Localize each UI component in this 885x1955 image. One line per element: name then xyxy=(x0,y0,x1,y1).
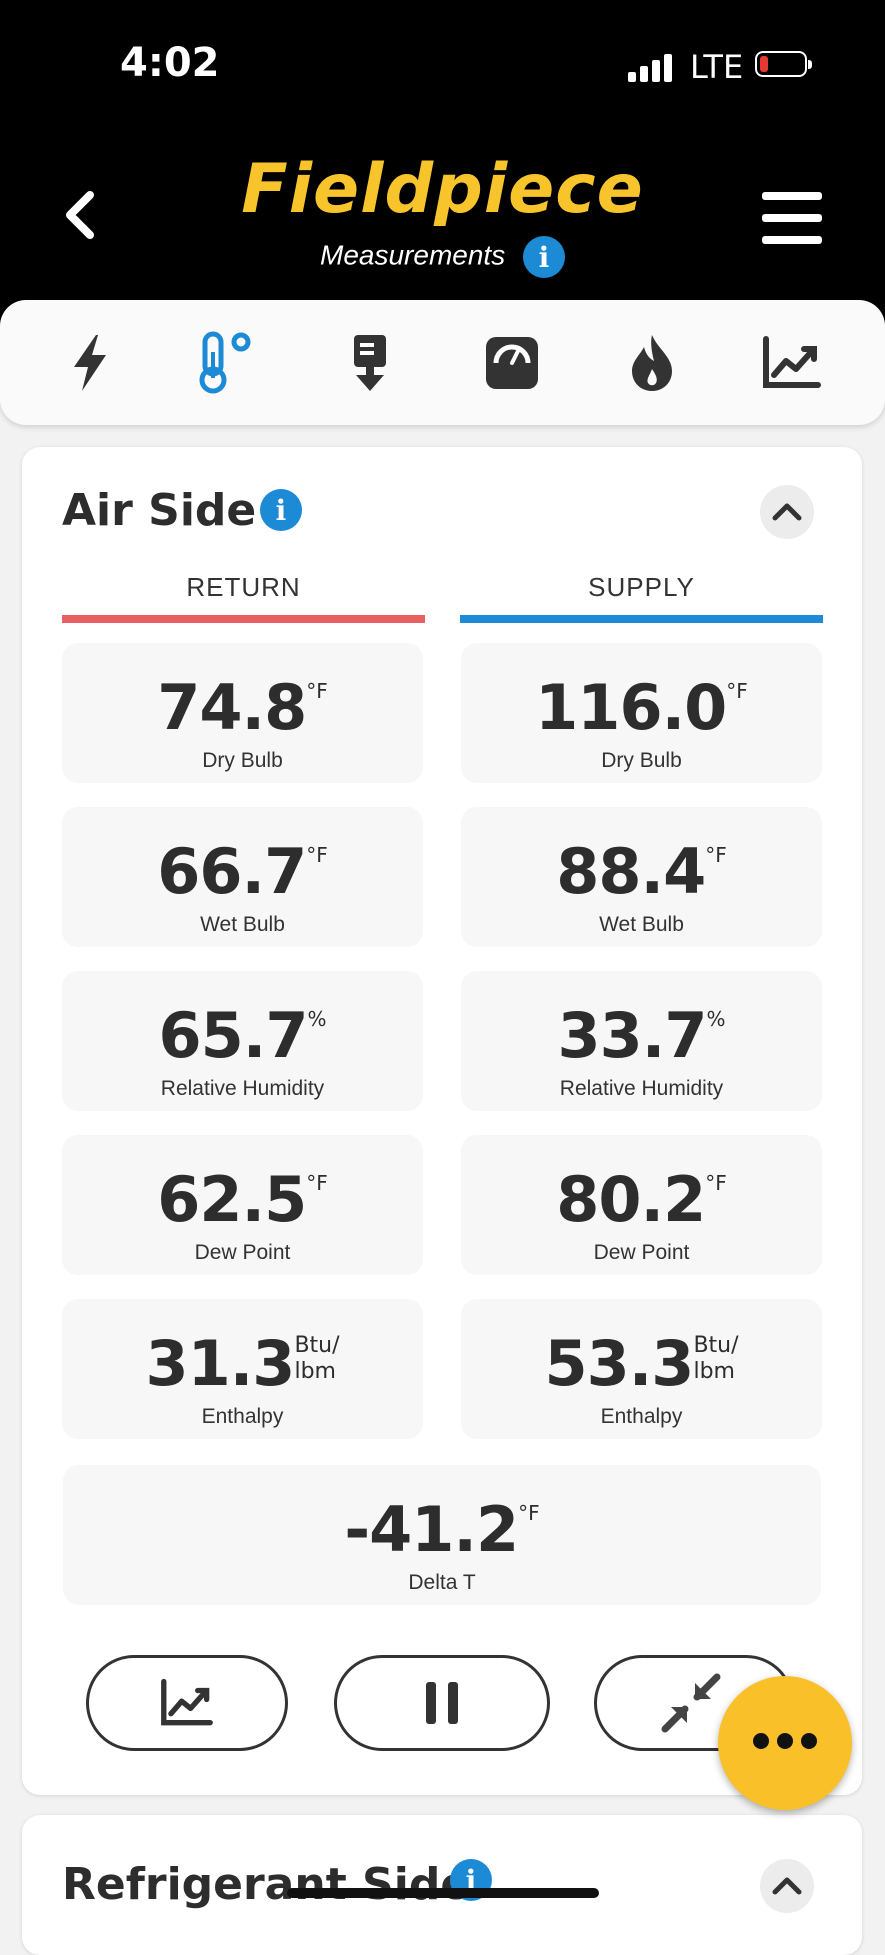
supply-wet-bulb-tile[interactable]: 88.4°F Wet Bulb xyxy=(461,807,822,947)
air-filter-down-icon xyxy=(354,335,386,391)
reading-value: -41.2°F xyxy=(344,1493,540,1566)
reading-label: Dry Bulb xyxy=(601,749,682,772)
tab-temperature[interactable] xyxy=(195,328,265,398)
trend-chart-icon xyxy=(763,336,821,388)
info-glyph: i xyxy=(538,240,550,274)
lightning-bolt-icon xyxy=(74,335,106,391)
supply-dry-bulb-tile[interactable]: 116.0°F Dry Bulb xyxy=(461,643,822,783)
info-glyph: i xyxy=(275,493,287,527)
reading-label: Enthalpy xyxy=(600,1405,683,1428)
supply-enthalpy-tile[interactable]: 53.3Btu/lbm Enthalpy xyxy=(461,1299,822,1439)
refrigerant-side-card: Refrigerant Side i xyxy=(22,1815,862,1955)
back-button[interactable] xyxy=(60,190,100,240)
tab-airflow[interactable] xyxy=(335,328,405,398)
reading-value: 62.5°F xyxy=(157,1163,328,1236)
tab-trends[interactable] xyxy=(757,328,827,398)
tab-pressure[interactable] xyxy=(477,328,547,398)
refrigerant-collapse-button[interactable] xyxy=(760,1859,814,1913)
air-side-card: Air Side i RETURN SUPPLY 74.8°F Dry Bulb… xyxy=(22,447,862,1795)
return-wet-bulb-tile[interactable]: 66.7°F Wet Bulb xyxy=(62,807,423,947)
pause-icon xyxy=(426,1682,458,1724)
chevron-left-icon xyxy=(66,191,94,239)
more-dots-icon xyxy=(749,1732,821,1754)
return-underline xyxy=(62,615,425,623)
reading-label: Wet Bulb xyxy=(599,913,684,936)
supply-dew-point-tile[interactable]: 80.2°F Dew Point xyxy=(461,1135,822,1275)
tab-combustion[interactable] xyxy=(617,328,687,398)
network-label: LTE xyxy=(690,48,744,86)
return-dry-bulb-tile[interactable]: 74.8°F Dry Bulb xyxy=(62,643,423,783)
info-icon[interactable]: i xyxy=(522,236,565,278)
reading-value: 31.3Btu/lbm xyxy=(145,1327,340,1400)
flame-icon xyxy=(632,335,672,391)
reading-label: Dew Point xyxy=(593,1241,690,1264)
supply-header: SUPPLY xyxy=(588,572,695,602)
page-subtitle-text: Measurements xyxy=(320,239,506,271)
reading-label: Relative Humidity xyxy=(559,1077,724,1100)
reading-label: Dry Bulb xyxy=(202,749,283,772)
category-tabs xyxy=(0,300,885,425)
reading-value: 66.7°F xyxy=(157,835,328,908)
reading-label: Delta T xyxy=(408,1571,476,1594)
return-header: RETURN xyxy=(186,572,301,602)
chevron-up-icon xyxy=(772,1877,802,1895)
compress-arrows-icon xyxy=(661,1673,721,1733)
air-side-info-icon[interactable]: i xyxy=(260,489,302,531)
pause-button[interactable] xyxy=(334,1655,550,1751)
supply-relative-humidity-tile[interactable]: 33.7% Relative Humidity xyxy=(461,971,822,1111)
reading-value: 88.4°F xyxy=(556,835,727,908)
more-options-button[interactable] xyxy=(718,1676,852,1810)
reading-value: 80.2°F xyxy=(556,1163,727,1236)
home-indicator[interactable] xyxy=(287,1888,599,1898)
tab-electrical[interactable] xyxy=(55,328,125,398)
return-enthalpy-tile[interactable]: 31.3Btu/lbm Enthalpy xyxy=(62,1299,423,1439)
battery-icon xyxy=(755,51,812,77)
reading-label: Wet Bulb xyxy=(200,913,285,936)
signal-icon xyxy=(628,52,674,82)
reading-value: 116.0°F xyxy=(535,671,748,744)
hamburger-menu-button[interactable] xyxy=(762,192,822,244)
reading-value: 65.7% xyxy=(158,999,327,1072)
thermometer-icon xyxy=(199,331,251,394)
reading-value: 53.3Btu/lbm xyxy=(544,1327,739,1400)
reading-value: 74.8°F xyxy=(157,671,328,744)
delta-t-tile[interactable]: -41.2°F Delta T xyxy=(63,1465,821,1605)
info-glyph: i xyxy=(465,1863,477,1897)
return-dew-point-tile[interactable]: 62.5°F Dew Point xyxy=(62,1135,423,1275)
reading-label: Enthalpy xyxy=(201,1405,284,1428)
reading-label: Dew Point xyxy=(194,1241,291,1264)
brand-logo: Fieldpiece xyxy=(241,150,644,229)
reading-label: Relative Humidity xyxy=(160,1077,325,1100)
trend-chart-icon xyxy=(161,1678,213,1726)
page-subtitle: Measurements i xyxy=(0,236,885,278)
return-relative-humidity-tile[interactable]: 65.7% Relative Humidity xyxy=(62,971,423,1111)
graph-button[interactable] xyxy=(86,1655,288,1751)
collapse-button[interactable] xyxy=(760,485,814,539)
air-side-title: Air Side xyxy=(62,485,257,536)
status-time: 4:02 xyxy=(120,40,220,86)
supply-underline xyxy=(460,615,823,623)
app-header: 4:02 LTE Fieldpiece Measurements i xyxy=(0,0,885,330)
reading-value: 33.7% xyxy=(557,999,726,1072)
chevron-up-icon xyxy=(772,503,802,521)
pressure-gauge-icon xyxy=(486,337,538,389)
refrigerant-side-title: Refrigerant Side xyxy=(62,1859,471,1910)
